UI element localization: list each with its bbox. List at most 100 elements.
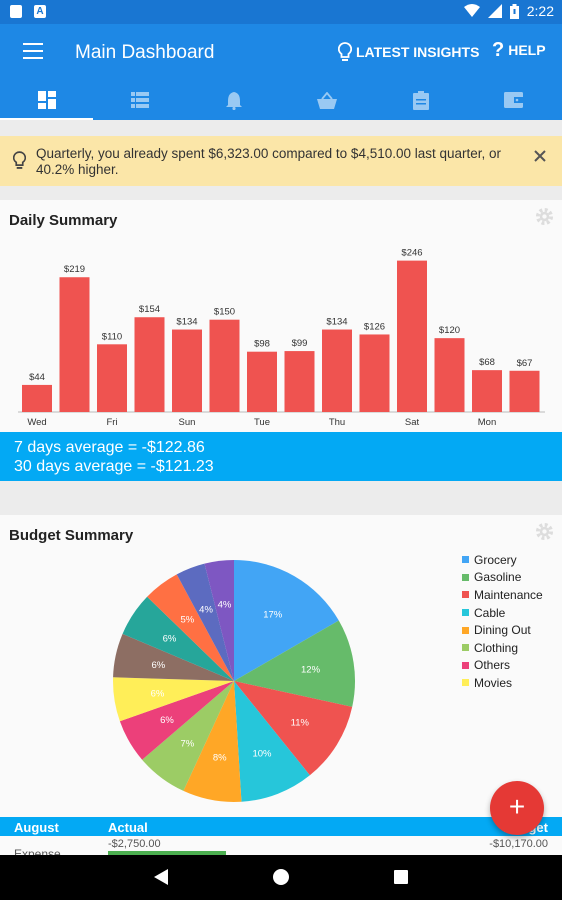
pie-slice-label: 4% <box>218 600 232 611</box>
add-button[interactable]: + <box>490 781 544 835</box>
bar-13 <box>509 370 540 412</box>
pie-slice-label: 17% <box>263 609 283 620</box>
bar-5 <box>209 319 240 412</box>
a-app-icon: A <box>34 5 46 18</box>
insight-text: Quarterly, you already spent $6,323.00 c… <box>36 146 502 177</box>
bar-value-label: $68 <box>479 357 495 368</box>
tab-dashboard[interactable] <box>0 80 93 120</box>
pie-slice-label: 6% <box>151 688 165 699</box>
help-button[interactable]: ? HELP <box>492 39 546 61</box>
pie-slice-8 <box>113 633 234 681</box>
tab-accounts[interactable] <box>467 80 560 120</box>
pie-slice-6 <box>119 681 234 760</box>
pie-slice-10 <box>147 574 234 681</box>
x-tick-label: Sat <box>405 417 420 428</box>
pie-slice-label: 6% <box>163 634 177 645</box>
budget-pie-chart: 17%12%11%10%8%7%6%6%6%6%5%4% 4% <box>113 560 355 802</box>
x-tick-label: Sun <box>179 417 196 428</box>
table-row[interactable]: Expense -$2,750.00 -$10,170.00 <box>0 836 562 861</box>
x-tick-label: Tue <box>254 417 270 428</box>
insight-banner: Quarterly, you already spent $6,323.00 c… <box>0 136 562 186</box>
budget-table-header: August Actual Budget <box>0 817 562 836</box>
legend-swatch <box>462 591 469 599</box>
legend-swatch <box>462 644 469 652</box>
bar-value-label: $219 <box>64 264 85 275</box>
status-time: 2:22 <box>526 3 554 19</box>
tab-alerts[interactable] <box>187 80 280 120</box>
bell-icon <box>225 91 242 110</box>
bar-value-label: $150 <box>214 307 235 318</box>
legend-item: Grocery <box>462 551 543 569</box>
legend-swatch <box>462 573 469 581</box>
tab-list[interactable] <box>93 80 186 120</box>
header-month: August <box>14 820 59 835</box>
actual-progress <box>108 851 226 855</box>
latest-insights-button[interactable]: LATEST INSIGHTS <box>338 42 479 62</box>
page-title: Main Dashboard <box>75 42 215 63</box>
bar-value-label: $246 <box>401 248 422 259</box>
legend-label: Maintenance <box>474 587 543 602</box>
x-tick-label: Fri <box>106 417 117 428</box>
legend-label: Gasoline <box>474 570 522 585</box>
nav-bar <box>0 855 562 900</box>
pie-slice-label: 4% <box>199 604 213 615</box>
tab-reports[interactable] <box>374 80 467 120</box>
tab-bar <box>0 80 562 120</box>
bar-value-label: $44 <box>29 372 45 383</box>
legend-item: Maintenance <box>462 586 543 604</box>
bar-6 <box>247 351 277 412</box>
tab-shopping[interactable] <box>280 80 373 120</box>
pie-slice-label: 10% <box>252 749 272 760</box>
help-icon: ? <box>492 39 505 61</box>
daily-summary-card: Daily Summary $44 Wed $219 $110 Fri $154 $134 S… <box>0 200 562 432</box>
legend-label: Clothing <box>474 640 519 655</box>
pie-legend: Grocery Gasoline Maintenance Cable Dining Ou… <box>462 551 543 692</box>
bar-value-label: $67 <box>517 358 533 369</box>
close-icon[interactable] <box>534 150 546 162</box>
legend-item: Clothing <box>462 639 543 657</box>
bar-2 <box>97 344 127 412</box>
bar-value-label: $126 <box>364 321 385 332</box>
legend-label: Others <box>474 658 511 673</box>
dashboard-icon <box>37 91 56 109</box>
daily-summary-title: Daily Summary <box>9 212 118 229</box>
pie-slice-0 <box>234 560 339 681</box>
wifi-icon <box>463 4 480 17</box>
pie-slice-11 <box>176 563 234 681</box>
list-icon <box>130 92 149 108</box>
legend-swatch <box>462 626 469 634</box>
seven-day-average: 7 days average = -$122.86 <box>14 439 205 456</box>
lightbulb-icon <box>338 42 352 61</box>
recents-icon[interactable] <box>393 869 409 885</box>
app-bar: Main Dashboard LATEST INSIGHTS ? HELP <box>0 24 562 80</box>
bar-9 <box>359 334 390 412</box>
x-tick-label: Thu <box>329 417 345 428</box>
clipboard-icon <box>412 90 429 110</box>
gear-icon[interactable] <box>535 522 554 541</box>
pie-slice-9 <box>122 596 234 681</box>
status-bar: A 2:22 <box>0 0 562 24</box>
legend-item: Gasoline <box>462 569 543 587</box>
pie-slice-label: 6% <box>151 660 165 671</box>
x-tick-label: Wed <box>27 417 46 428</box>
pie-slice-7 <box>113 677 234 722</box>
legend-label: Dining Out <box>474 623 531 638</box>
bar-11 <box>434 338 465 412</box>
home-icon[interactable] <box>272 868 290 886</box>
legend-label: Cable <box>474 605 506 620</box>
bar-value-label: $120 <box>439 325 460 336</box>
bar-7 <box>284 351 315 412</box>
bar-value-label: $98 <box>254 339 270 350</box>
row-budget: -$10,170.00 <box>489 838 548 850</box>
pie-slice-3 <box>234 681 310 802</box>
legend-item: Cable <box>462 604 543 622</box>
back-icon[interactable] <box>153 868 169 886</box>
bar-8 <box>322 329 352 412</box>
x-tick-label: Mon <box>478 417 496 428</box>
gear-icon[interactable] <box>535 207 554 226</box>
bar-value-label: $134 <box>326 317 347 328</box>
bar-3 <box>134 317 165 412</box>
signal-icon <box>487 4 502 18</box>
menu-icon[interactable] <box>23 43 43 59</box>
pie-slice-label: 12% <box>301 665 321 676</box>
